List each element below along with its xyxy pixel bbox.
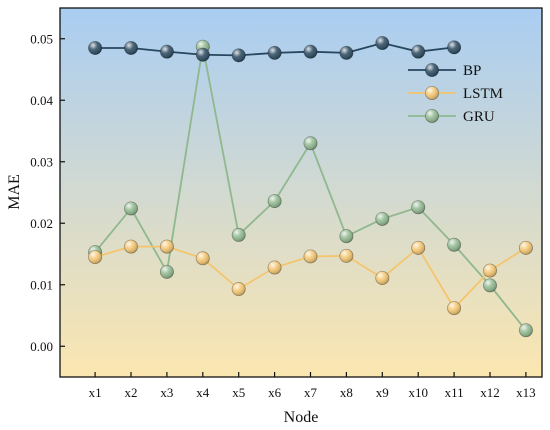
x-tick-label: x4: [196, 385, 210, 400]
legend-marker-shine: [425, 63, 439, 77]
x-tick-label: x3: [160, 385, 173, 400]
series-layer: [88, 36, 533, 338]
data-point-shine: [483, 264, 497, 278]
data-point-shine: [88, 41, 102, 55]
data-point-shine: [303, 249, 318, 264]
data-point-shine: [160, 240, 174, 254]
x-tick-label: x10: [408, 385, 428, 400]
x-axis: x1 x2 x3 x4 x5 x6 x7 x8 x9 x10 x11 x12 x13: [89, 372, 536, 400]
data-point-shine: [124, 240, 138, 254]
data-point-shine: [519, 323, 533, 337]
data-point-shine: [232, 48, 246, 62]
x-tick-label: x13: [516, 385, 536, 400]
data-point-shine: [447, 301, 461, 315]
x-tick-label: x1: [89, 385, 102, 400]
data-point-shine: [339, 249, 353, 263]
data-point-shine: [303, 136, 318, 150]
x-tick-label: x2: [125, 385, 138, 400]
data-point-shine: [124, 201, 138, 216]
x-axis-title: Node: [284, 409, 319, 426]
legend-label: BP: [463, 63, 481, 79]
data-point-shine: [339, 229, 353, 243]
data-point-shine: [519, 241, 533, 255]
series-lstm: [88, 239, 533, 316]
x-tick-label: x5: [232, 385, 245, 400]
y-tick-label: 0.02: [30, 216, 53, 231]
x-tick-label: x7: [304, 385, 318, 400]
y-tick-label: 0.01: [30, 277, 53, 292]
data-point-shine: [411, 45, 425, 59]
y-tick-label: 0.04: [30, 93, 53, 108]
plot-area: [60, 8, 542, 377]
data-point-shine: [88, 250, 102, 264]
data-point-shine: [411, 241, 425, 255]
data-point-shine: [160, 265, 174, 279]
y-tick-label: 0.00: [30, 339, 53, 354]
y-tick-label: 0.03: [30, 154, 53, 169]
data-point-shine: [124, 41, 138, 55]
x-tick-label: x12: [480, 385, 500, 400]
data-point-shine: [232, 228, 246, 242]
data-point-shine: [268, 194, 282, 208]
data-point-shine: [303, 45, 318, 59]
legend-marker-shine: [425, 109, 439, 123]
data-point-shine: [268, 260, 282, 275]
data-point-shine: [268, 46, 282, 60]
data-point-shine: [483, 278, 497, 292]
legend-item-bp: BP: [408, 63, 481, 79]
y-axis: 0.00 0.01 0.02 0.03 0.04 0.05: [30, 31, 65, 354]
legend-label: GRU: [463, 109, 495, 125]
x-tick-label: x6: [268, 385, 282, 400]
data-point-shine: [375, 212, 389, 226]
legend: BP LSTM GRU: [408, 63, 503, 125]
y-tick-label: 0.05: [30, 31, 53, 46]
data-point-shine: [339, 46, 353, 60]
legend-item-gru: GRU: [408, 109, 495, 125]
plot-frame: [59, 7, 543, 378]
data-point-shine: [447, 238, 461, 252]
data-point-shine: [196, 251, 210, 265]
data-point-shine: [447, 40, 461, 54]
legend-marker-shine: [425, 86, 439, 100]
data-point-shine: [196, 48, 210, 62]
data-point-shine: [375, 36, 389, 50]
data-point-shine: [160, 45, 174, 59]
legend-item-lstm: LSTM: [408, 86, 503, 102]
data-point-shine: [232, 282, 246, 296]
data-point-shine: [375, 271, 389, 285]
x-tick-label: x9: [376, 385, 389, 400]
x-tick-label: x11: [445, 385, 464, 400]
x-tick-label: x8: [340, 385, 353, 400]
series-bp: [88, 36, 462, 63]
legend-label: LSTM: [463, 86, 503, 102]
data-point-shine: [411, 200, 425, 214]
y-axis-title: MAE: [6, 174, 23, 210]
